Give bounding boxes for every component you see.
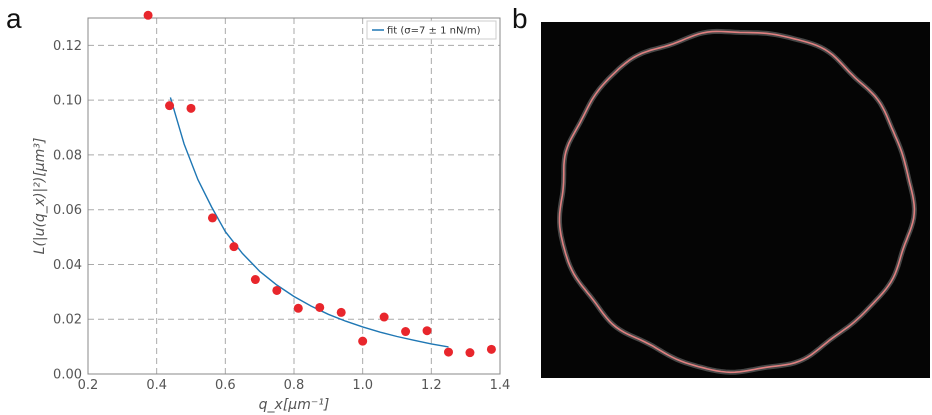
x-tick-label: 0.6	[215, 378, 236, 393]
vesicle-image-panel	[541, 22, 930, 378]
y-tick-label: 0.00	[53, 368, 82, 383]
fit-line-layer	[169, 97, 449, 348]
x-tick-label: 0.8	[284, 378, 305, 393]
y-tick-label: 0.04	[53, 258, 82, 273]
data-point	[422, 326, 432, 336]
x-axis-ticks: 0.2 0.4 0.6 0.8 1.0 1.2 1.4	[78, 378, 511, 393]
data-point	[250, 275, 260, 285]
y-tick-label: 0.06	[53, 203, 82, 218]
y-tick-label: 0.12	[53, 39, 82, 54]
plot-frame	[87, 17, 501, 375]
data-point	[465, 348, 475, 358]
x-tick-label: 1.2	[421, 378, 442, 393]
grid	[88, 18, 500, 374]
data-point	[315, 302, 325, 312]
legend: fit (σ=7 ± 1 nN/m)	[366, 20, 497, 40]
data-point	[358, 336, 368, 346]
y-tick-label: 0.02	[53, 313, 82, 328]
x-tick-label: 0.2	[78, 378, 99, 393]
y-tick-label: 0.10	[53, 94, 82, 109]
panel-label-b: b	[512, 3, 528, 34]
data-point	[336, 307, 346, 317]
data-point	[207, 213, 217, 223]
data-point	[401, 327, 411, 337]
data-point	[143, 10, 153, 20]
y-axis-ticks: 0.00 0.02 0.04 0.06 0.08 0.10 0.12	[53, 39, 82, 383]
data-point	[272, 285, 282, 295]
x-axis-label: q_x[μm⁻¹]	[259, 397, 330, 413]
data-points	[143, 10, 496, 358]
microscopy-image	[541, 22, 930, 378]
legend-box	[366, 20, 497, 40]
fit-line	[169, 97, 449, 348]
data-point	[293, 303, 303, 313]
data-point	[444, 347, 453, 357]
data-point	[186, 103, 196, 113]
y-tick-label: 0.08	[53, 148, 82, 163]
y-axis-label: L(|u(q_x)|²)[μm³]	[32, 138, 48, 255]
x-tick-label: 0.4	[146, 378, 167, 393]
data-point	[229, 242, 239, 252]
vesicle-contour	[558, 30, 916, 374]
scatter-fit-chart: 0.2 0.4 0.6 0.8 1.0 1.2 1.4 0.000.020.040.060.…	[32, 10, 511, 413]
data-point	[486, 344, 496, 354]
panel-label-a: a	[6, 3, 22, 34]
legend-entry-fit: fit (σ=7 ± 1 nN/m)	[387, 26, 481, 37]
data-point	[165, 101, 175, 111]
x-tick-label: 1.4	[490, 378, 511, 393]
x-tick-label: 1.0	[352, 378, 373, 393]
data-point	[379, 312, 389, 322]
